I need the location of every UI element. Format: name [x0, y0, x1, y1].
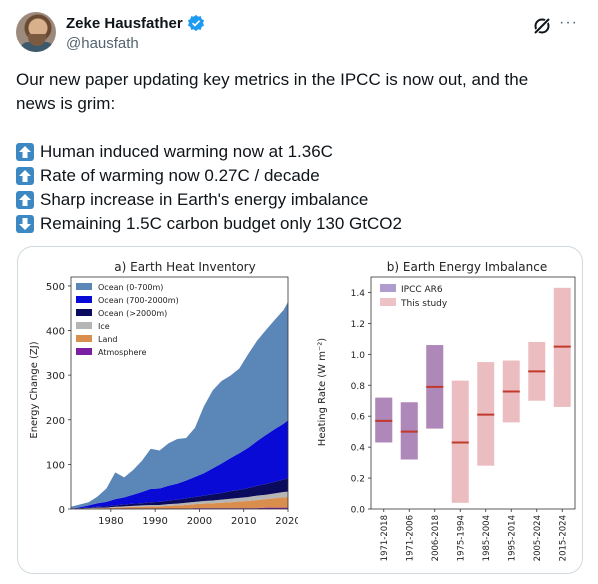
- chart-title: a) Earth Heat Inventory: [114, 260, 255, 274]
- y-tick-label: 1.2: [351, 320, 365, 330]
- legend-swatch: [76, 296, 92, 303]
- more-icon[interactable]: ···: [559, 14, 578, 31]
- y-tick-label: 0.0: [351, 506, 366, 516]
- legend-swatch: [380, 298, 396, 306]
- y-tick-label: 0.6: [351, 413, 366, 423]
- x-tick-label: 2020: [275, 516, 298, 527]
- area-series: [71, 301, 288, 509]
- y-tick-label: 1.4: [351, 289, 366, 299]
- x-tick-label: 2005-2024: [533, 515, 543, 561]
- bullet-text: Remaining 1.5C carbon budget only 130 Gt…: [40, 214, 402, 233]
- bullet-item: Human induced warming now at 1.36C: [16, 140, 582, 164]
- verified-badge-icon: [187, 14, 204, 32]
- y-tick-label: 0: [59, 505, 65, 516]
- y-tick-label: 200: [46, 416, 65, 427]
- tweet-line-2: news is grim:: [16, 94, 116, 113]
- y-tick-label: 0.2: [351, 475, 365, 485]
- legend-swatch: [76, 283, 92, 290]
- y-tick-label: 0.4: [351, 444, 366, 454]
- y-tick-label: 500: [46, 282, 65, 293]
- legend-entry: Land: [98, 335, 118, 344]
- tweet-text: Our new paper updating key metrics in th…: [16, 68, 582, 236]
- avatar-beard: [28, 34, 46, 46]
- x-tick-label: 2000: [187, 516, 212, 527]
- x-tick-label: 1985-2004: [482, 515, 492, 561]
- legend-swatch: [76, 322, 92, 329]
- area-series: [71, 420, 288, 509]
- y-tick-label: 400: [46, 327, 65, 338]
- y-axis-label: Heating Rate (W m⁻²): [317, 338, 328, 446]
- x-tick-label: 2015-2024: [558, 515, 568, 561]
- legend-entry: IPCC AR6: [401, 285, 443, 295]
- avatar[interactable]: [16, 12, 56, 52]
- earth-energy-imbalance-chart: b) Earth Energy Imbalance Heating Rate (…: [317, 260, 576, 561]
- x-tick-label: 1971-2006: [405, 515, 415, 561]
- x-tick-label: 1980: [98, 516, 123, 527]
- bullet-text: Rate of warming now 0.27C / decade: [40, 166, 320, 185]
- x-tick-label: 1995-2014: [507, 515, 517, 561]
- plot-frame: [70, 276, 289, 510]
- legend-swatch: [380, 284, 396, 292]
- area-series: [71, 478, 288, 509]
- legend-entry: Ocean (0-700m): [98, 283, 163, 292]
- x-tick-label: 1971-2018: [380, 515, 390, 561]
- plot-frame: [370, 276, 576, 510]
- legend-entry: Atmosphere: [98, 348, 147, 357]
- tweet-header: Zeke Hausfather @hausfath ···: [16, 12, 582, 56]
- legend-entry: Ice: [98, 322, 110, 331]
- x-tick-label: 2010: [231, 516, 256, 527]
- author-name-text[interactable]: Zeke Hausfather: [66, 14, 183, 32]
- y-tick-label: 100: [46, 460, 65, 471]
- y-tick-label: 300: [46, 371, 65, 382]
- bullet-text: Human induced warming now at 1.36C: [40, 142, 333, 161]
- area-series: [71, 491, 288, 509]
- legend-swatch: [76, 309, 92, 316]
- author-handle[interactable]: @hausfath: [66, 35, 139, 52]
- bullet-item: Remaining 1.5C carbon budget only 130 Gt…: [16, 212, 582, 236]
- legend-swatch: [76, 335, 92, 342]
- y-tick-label: 0.8: [351, 382, 366, 392]
- grok-icon[interactable]: [532, 16, 552, 36]
- bullet-item: Sharp increase in Earth's energy imbalan…: [16, 188, 582, 212]
- legend-entry: Ocean (>2000m): [98, 309, 167, 318]
- up-arrow-icon: [16, 191, 34, 209]
- x-tick-label: 2006-2018: [431, 515, 441, 561]
- avatar-shirt: [20, 42, 54, 52]
- area-series: [71, 496, 288, 509]
- y-axis-label: Energy Change (ZJ): [29, 341, 40, 438]
- tweet-line-1: Our new paper updating key metrics in th…: [16, 70, 529, 89]
- x-tick-label: 1990: [142, 516, 167, 527]
- chart-title: b) Earth Energy Imbalance: [387, 260, 547, 274]
- legend-entry: This study: [400, 299, 448, 309]
- tweet-media-image[interactable]: a) Earth Heat Inventory Energy Change (Z…: [17, 246, 583, 574]
- up-arrow-icon: [16, 143, 34, 161]
- y-tick-label: 1.0: [351, 351, 366, 361]
- tweet-gap: [16, 116, 582, 140]
- x-tick-label: 1975-1994: [456, 515, 466, 561]
- earth-heat-inventory-chart: a) Earth Heat Inventory Energy Change (Z…: [29, 260, 298, 527]
- bullet-text: Sharp increase in Earth's energy imbalan…: [40, 190, 369, 209]
- down-arrow-icon: [16, 215, 34, 233]
- legend-entry: Ocean (700-2000m): [98, 296, 179, 305]
- bullet-item: Rate of warming now 0.27C / decade: [16, 164, 582, 188]
- up-arrow-icon: [16, 167, 34, 185]
- legend-swatch: [76, 348, 92, 355]
- author-name[interactable]: Zeke Hausfather: [66, 14, 205, 32]
